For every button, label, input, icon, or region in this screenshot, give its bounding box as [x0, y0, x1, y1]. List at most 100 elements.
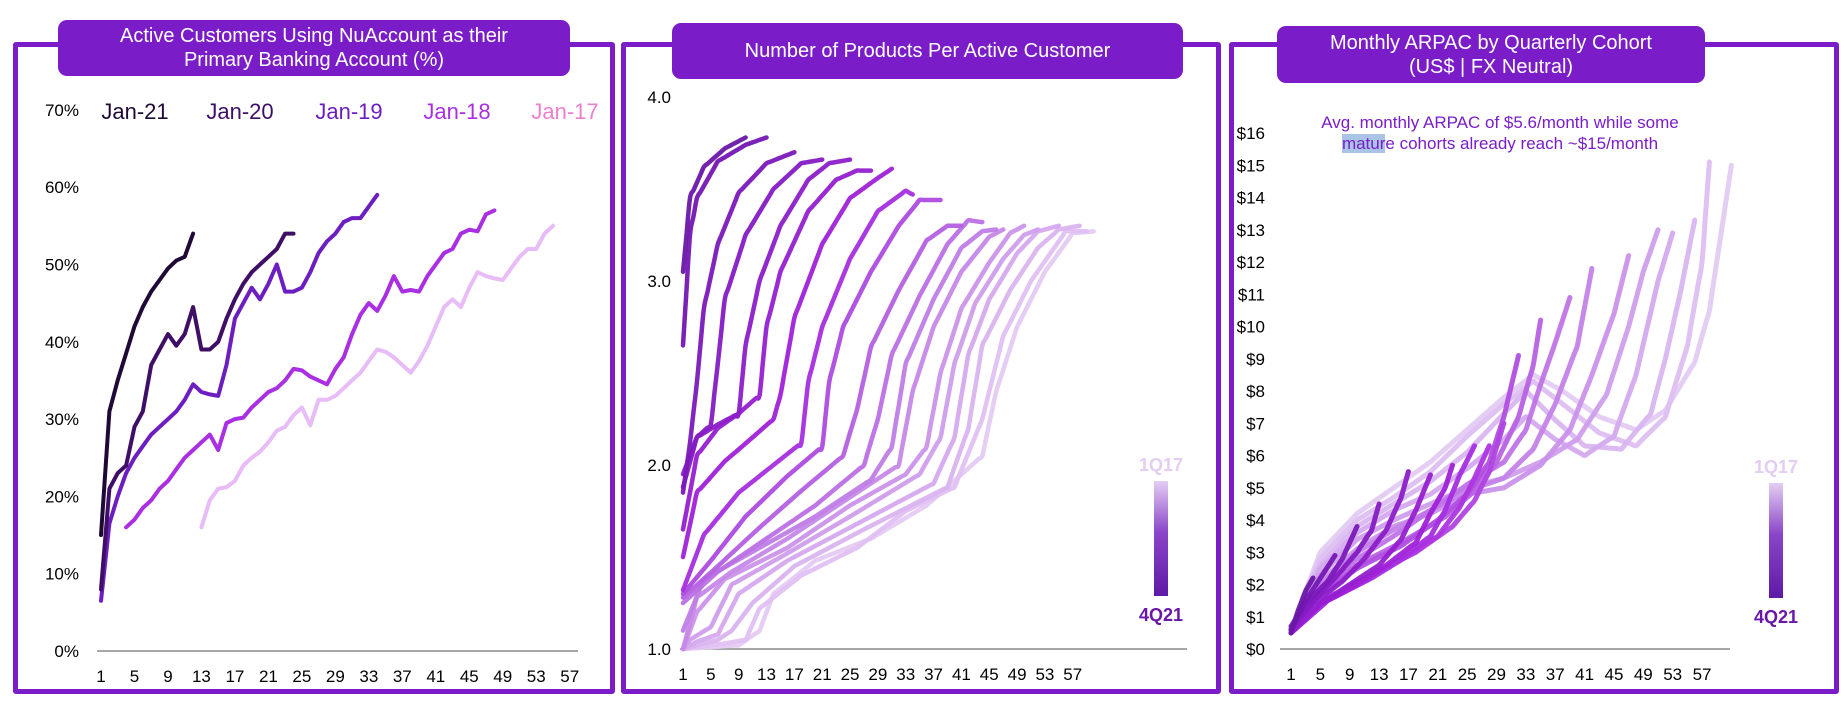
legend-gradient-bar: [1769, 483, 1783, 598]
x-tick-label: 25: [292, 667, 311, 686]
x-tick-label: 37: [924, 665, 943, 684]
annotation-line-2: mature cohorts already reach ~$15/month: [1290, 133, 1710, 154]
x-tick-label: 29: [868, 665, 887, 684]
x-tick-label: 57: [560, 667, 579, 686]
legend-gradient-bar: [1154, 481, 1168, 596]
cohort-line: [1288, 353, 1521, 636]
y-tick-label: 50%: [45, 256, 79, 275]
panel-primary-banking: [13, 42, 615, 694]
x-tick-label: 53: [527, 667, 546, 686]
legend-item: Jan-21: [101, 99, 168, 124]
y-tick-label: $12: [1237, 253, 1265, 272]
y-tick-label: 20%: [45, 487, 79, 506]
y-tick-label: $13: [1237, 221, 1265, 240]
cohort-line: [680, 227, 1006, 652]
y-tick-label: $3: [1246, 543, 1265, 562]
y-tick-label: $4: [1246, 511, 1265, 530]
y-tick-label: $0: [1246, 640, 1265, 659]
series-line: [124, 208, 497, 530]
cohort-line: [680, 168, 874, 532]
y-tick-label: $6: [1246, 447, 1265, 466]
y-tick-label: $1: [1246, 608, 1265, 627]
series-line: [99, 192, 380, 603]
x-tick-label: 5: [1316, 665, 1325, 684]
x-tick-label: 9: [163, 667, 172, 686]
y-tick-label: 30%: [45, 410, 79, 429]
x-tick-label: 1: [96, 667, 105, 686]
cohort-line: [1288, 159, 1712, 633]
chart-primary-banking: 0% 10% 20% 30% 40% 50% 60% 70% 1 5 9 13 17 21 25 29 33 37…: [45, 99, 599, 686]
x-tick-label: 41: [426, 667, 445, 686]
x-tick-label: 37: [1546, 665, 1565, 684]
cohort-line: [1288, 472, 1433, 636]
y-tick-label: $14: [1237, 189, 1265, 208]
x-tick-label: 25: [841, 665, 860, 684]
x-tick-label: 13: [1370, 665, 1389, 684]
legend-top-label: 1Q17: [1754, 457, 1798, 477]
title-line: Number of Products Per Active Customer: [744, 40, 1111, 62]
x-tick-label: 21: [813, 665, 832, 684]
x-tick-label: 29: [326, 667, 345, 686]
x-tick-label: 33: [359, 667, 378, 686]
x-tick-label: 1: [678, 665, 687, 684]
y-tick-label: $16: [1237, 124, 1265, 143]
cohort-line: [680, 229, 1096, 652]
x-tick-label: 37: [393, 667, 412, 686]
series-line: [99, 231, 296, 592]
x-tick-label: 17: [785, 665, 804, 684]
y-tick-label: $11: [1238, 285, 1265, 304]
y-tick-label: $9: [1246, 350, 1265, 369]
annotation-line-1: Avg. monthly ARPAC of $5.6/month while s…: [1321, 113, 1679, 132]
x-tick-label: 45: [460, 667, 479, 686]
cohort-line: [680, 149, 797, 495]
x-tick-label: 49: [1634, 665, 1653, 684]
y-tick-label: 0%: [54, 642, 79, 661]
x-tick-label: 45: [980, 665, 999, 684]
series-line: [99, 231, 196, 537]
x-tick-label: 57: [1063, 665, 1082, 684]
cohort-line: [680, 197, 943, 597]
x-tick-label: 25: [1458, 665, 1477, 684]
y-tick-label: $8: [1246, 382, 1265, 401]
highlighted-text: matur: [1341, 134, 1386, 153]
y-tick-label: 4.0: [647, 88, 671, 107]
y-tick-label: $7: [1246, 414, 1265, 433]
cohort-line: [1288, 575, 1316, 636]
cohort-line: [1288, 501, 1382, 633]
y-tick-label: $2: [1246, 576, 1265, 595]
x-tick-label: 53: [1035, 665, 1054, 684]
chart-title-products: Number of Products Per Active Customer: [672, 23, 1183, 79]
x-tick-label: 49: [493, 667, 512, 686]
x-tick-label: 13: [757, 665, 776, 684]
x-tick-label: 9: [734, 665, 743, 684]
cohort-line: [680, 223, 964, 600]
x-tick-label: 53: [1663, 665, 1682, 684]
y-tick-label: 1.0: [647, 640, 671, 659]
x-tick-label: 33: [1516, 665, 1535, 684]
x-tick-label: 57: [1693, 665, 1712, 684]
x-tick-label: 17: [1399, 665, 1418, 684]
y-tick-label: 10%: [45, 565, 79, 584]
y-tick-label: $15: [1237, 156, 1265, 175]
cohort-line: [680, 135, 769, 348]
series-line: [199, 223, 555, 530]
title-line: Active Customers Using NuAccount as thei…: [120, 25, 508, 47]
cohort-line: [680, 135, 748, 275]
y-tick-label: $5: [1246, 479, 1265, 498]
legend-bottom-label: 4Q21: [1754, 607, 1798, 627]
x-tick-label: 5: [130, 667, 139, 686]
y-tick-label: 40%: [45, 333, 79, 352]
x-tick-label: 49: [1008, 665, 1027, 684]
cohort-line: [680, 223, 1082, 652]
cohort-line: [680, 228, 1089, 652]
cohort-line: [680, 223, 1027, 652]
cohort-line: [680, 157, 825, 490]
x-tick-label: 5: [706, 665, 715, 684]
x-tick-label: 17: [225, 667, 244, 686]
arpac-annotation: Avg. monthly ARPAC of $5.6/month while s…: [1290, 112, 1710, 154]
x-tick-label: 1: [1286, 665, 1295, 684]
legend-top-label: 1Q17: [1139, 455, 1183, 475]
chart-monthly-arpac: $0 $1 $2 $3 $4 $5 $6 $7 $8 $9 $10 $11 $12 $13 $14 $15 $1…: [1237, 124, 1798, 684]
x-tick-label: 9: [1345, 665, 1354, 684]
